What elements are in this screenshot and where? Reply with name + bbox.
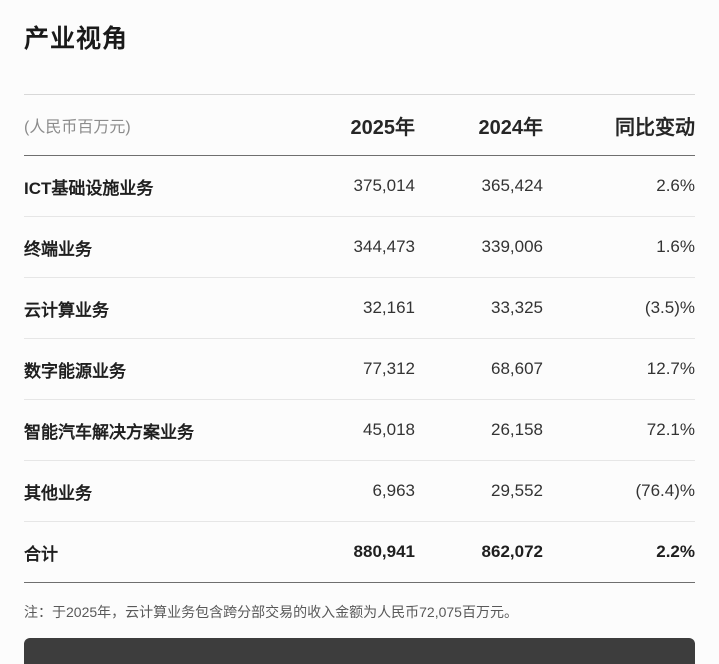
row-label: 智能汽车解决方案业务 [24, 422, 194, 442]
value-yoy: 2.6% [656, 176, 695, 195]
value-2024: 339,006 [481, 237, 543, 256]
value-2024: 365,424 [481, 176, 543, 195]
total-row: 合计 880,941 862,072 2.2% [24, 522, 695, 583]
row-label: 终端业务 [24, 239, 92, 259]
row-label: 其他业务 [24, 483, 92, 503]
value-yoy: 12.7% [646, 359, 695, 378]
value-2025: 32,161 [363, 298, 415, 317]
total-value-2025: 880,941 [353, 542, 415, 561]
column-header-2024: 2024年 [478, 116, 544, 139]
column-header-yoy: 同比变动 [615, 116, 695, 139]
segment-revenue-table: (人民币百万元) 2025年 2024年 同比变动 ICT基础设施业务 375,… [24, 94, 695, 583]
row-label: 数字能源业务 [24, 361, 126, 381]
value-yoy: 72.1% [646, 420, 695, 439]
row-label: 云计算业务 [24, 300, 109, 320]
value-yoy: 1.6% [656, 237, 695, 256]
value-2025: 6,963 [372, 481, 415, 500]
value-2024: 29,552 [491, 481, 543, 500]
footnote: 注：于2025年，云计算业务包含跨分部交易的收入金额为人民币72,075百万元。 [24, 604, 518, 620]
table-row: 智能汽车解决方案业务 45,018 26,158 72.1% [24, 400, 695, 461]
total-label: 合计 [24, 544, 58, 564]
total-value-yoy: 2.2% [656, 542, 695, 561]
row-label: ICT基础设施业务 [24, 178, 154, 198]
value-2025: 77,312 [363, 359, 415, 378]
table-row: 终端业务 344,473 339,006 1.6% [24, 217, 695, 278]
value-2025: 45,018 [363, 420, 415, 439]
value-2025: 344,473 [353, 237, 415, 256]
value-yoy: (76.4)% [635, 481, 695, 500]
page-title: 产业视角 [24, 25, 129, 53]
value-2024: 68,607 [491, 359, 543, 378]
table-row: ICT基础设施业务 375,014 365,424 2.6% [24, 156, 695, 217]
value-2024: 33,325 [491, 298, 543, 317]
table-header-row: (人民币百万元) 2025年 2024年 同比变动 [24, 94, 695, 156]
value-2025: 375,014 [353, 176, 415, 195]
value-yoy: (3.5)% [644, 298, 695, 317]
table-row: 其他业务 6,963 29,552 (76.4)% [24, 461, 695, 522]
total-value-2024: 862,072 [481, 542, 543, 561]
value-2024: 26,158 [491, 420, 543, 439]
unit-label: (人民币百万元) [24, 119, 131, 136]
table-row: 数字能源业务 77,312 68,607 12.7% [24, 339, 695, 400]
next-section-header-bar [24, 638, 695, 664]
table-row: 云计算业务 32,161 33,325 (3.5)% [24, 278, 695, 339]
column-header-2025: 2025年 [350, 116, 416, 139]
